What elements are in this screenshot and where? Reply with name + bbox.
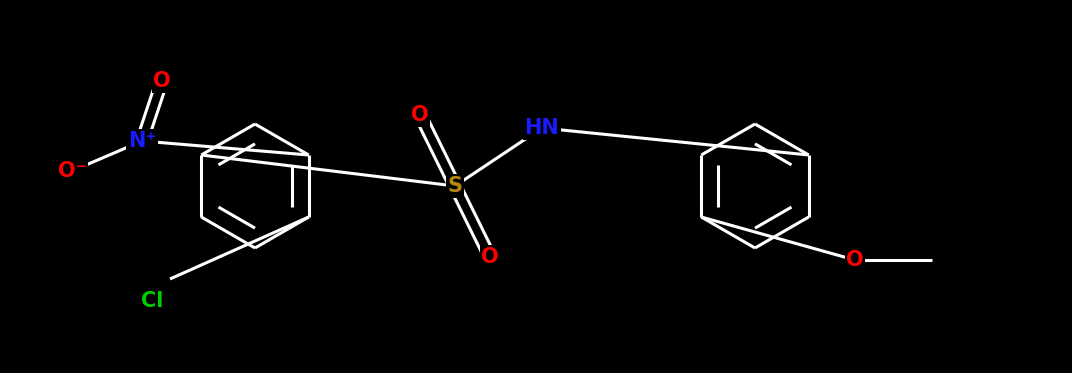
- Text: HN: HN: [524, 118, 560, 138]
- Text: O: O: [412, 105, 429, 125]
- Text: N⁺: N⁺: [128, 131, 157, 151]
- Text: O: O: [481, 247, 498, 267]
- Text: Cl: Cl: [140, 291, 163, 311]
- Text: O: O: [153, 71, 170, 91]
- Text: O: O: [846, 250, 864, 270]
- Text: S: S: [447, 176, 462, 196]
- Text: O⁻: O⁻: [58, 161, 87, 181]
